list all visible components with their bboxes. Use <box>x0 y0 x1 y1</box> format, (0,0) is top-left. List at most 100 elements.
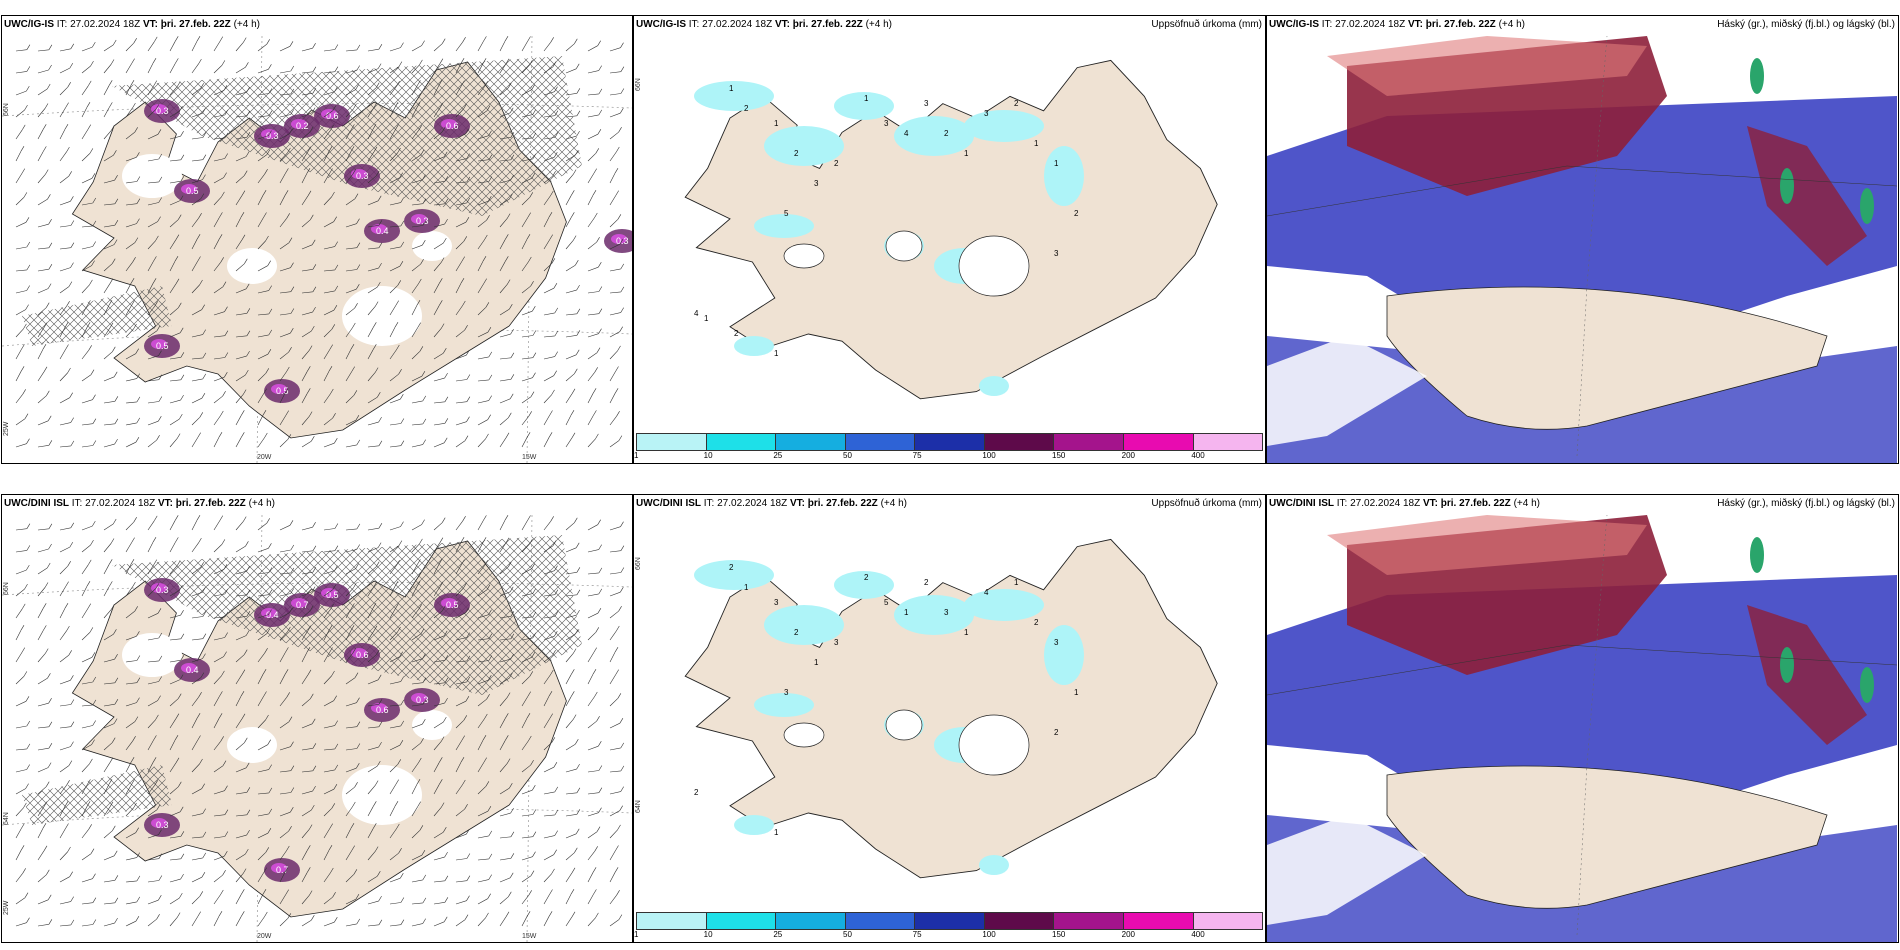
wind-barb-flag <box>47 673 51 679</box>
wind-barb <box>477 762 484 773</box>
wind-barb <box>455 660 467 663</box>
wind-barb <box>169 836 181 839</box>
wind-barb <box>103 634 114 641</box>
wind-barb-flag <box>615 669 619 675</box>
wind-barb <box>81 225 93 228</box>
wind-barb-flag <box>114 897 119 903</box>
wind-barb <box>609 243 621 250</box>
wind-barb <box>521 197 531 206</box>
precip-colorbar: 1 10 25 50 75 100 150 200 400 <box>634 433 1263 461</box>
wind-barb <box>389 177 400 184</box>
wind-barb <box>411 244 423 250</box>
glacier-outline <box>958 235 1030 297</box>
wind-barb <box>257 334 269 338</box>
wind-barb <box>301 393 308 404</box>
glacier-area <box>342 765 422 825</box>
wind-barb-flag <box>158 350 162 356</box>
wind-barb-flag <box>418 604 422 610</box>
wind-barb <box>323 550 335 553</box>
wind-barb <box>125 85 132 96</box>
wind-barb <box>455 354 467 360</box>
wind-barb <box>301 526 313 531</box>
wind-barb-flag <box>598 567 603 574</box>
wind-barb-flag <box>532 109 536 115</box>
wind-barb <box>389 545 400 553</box>
wind-barb-flag <box>597 608 602 614</box>
wind-barb-flag <box>197 256 201 262</box>
wind-barb <box>433 721 444 729</box>
wind-barb-flag <box>290 765 295 771</box>
wind-barb-flag <box>307 190 312 196</box>
wind-barb <box>521 895 529 905</box>
wind-barb <box>411 682 423 685</box>
wind-barb-flag <box>527 515 531 521</box>
wind-barb <box>565 916 573 927</box>
wind-barb <box>565 743 576 751</box>
wind-barb <box>191 763 200 773</box>
wind-barb-flag <box>109 278 114 284</box>
wind-barb-flag <box>355 84 359 90</box>
wind-barb-flag <box>355 563 359 569</box>
wind-barb <box>301 829 310 839</box>
wind-barb-flag <box>198 692 202 698</box>
wind-barb-flag <box>224 611 229 618</box>
wind-barb <box>455 919 466 927</box>
wind-barb <box>543 791 555 795</box>
wind-barb-flag <box>554 330 559 337</box>
wind-barb-flag <box>394 801 399 807</box>
precip-value: 2 <box>734 329 739 338</box>
wind-barb <box>543 137 555 140</box>
wind-barb <box>345 223 357 228</box>
wind-barb <box>455 401 467 404</box>
wind-barb-flag <box>510 633 515 639</box>
wind-barb-flag <box>92 520 96 527</box>
wind-barb <box>301 195 309 206</box>
wind-barb-flag <box>69 392 73 398</box>
colorbar-label: 150 <box>1052 930 1066 939</box>
rate-label: 0.3 <box>266 131 279 141</box>
wind-barb <box>103 85 110 96</box>
wind-barb <box>455 900 467 905</box>
wind-barb <box>477 331 489 338</box>
wind-barb-flag <box>373 625 378 631</box>
wind-barb-flag <box>132 102 136 109</box>
wind-barb-flag <box>466 676 471 683</box>
wind-barb <box>213 437 220 448</box>
wind-barb <box>389 423 401 426</box>
wind-barb <box>213 544 223 553</box>
wind-barb-flag <box>571 432 576 438</box>
wind-barb-flag <box>334 720 338 726</box>
wind-barb-flag <box>575 542 580 548</box>
wind-barb <box>301 440 312 448</box>
wind-barb-flag <box>550 190 554 197</box>
wind-barb-flag <box>175 58 179 64</box>
wind-barb-flag <box>594 846 598 852</box>
rate-blob-core <box>151 104 167 114</box>
wind-barb <box>433 660 445 663</box>
wind-barb-flag <box>598 262 602 268</box>
wind-barb <box>565 719 574 729</box>
wind-barb <box>301 571 313 575</box>
wind-barb-flag <box>287 626 291 633</box>
wind-barb <box>411 704 423 707</box>
wind-barb <box>609 219 619 228</box>
wind-barb <box>81 853 92 861</box>
iceland-land <box>1386 286 1828 430</box>
wind-barb-flag <box>284 388 289 394</box>
wind-barb <box>323 309 335 316</box>
wind-barb-flag <box>418 125 422 131</box>
rate-blob-core <box>441 119 457 129</box>
wind-barb-flag <box>158 829 162 835</box>
precip-value: 1 <box>1014 578 1019 587</box>
wind-barb-flag <box>397 280 402 286</box>
wind-barb <box>81 327 88 338</box>
precip-value: 3 <box>774 598 779 607</box>
wind-barb-flag <box>64 801 69 807</box>
wind-barb-flag <box>264 169 268 175</box>
wind-barb-flag <box>70 242 75 248</box>
wind-barb-flag <box>152 278 157 284</box>
wind-barb <box>147 63 154 74</box>
wind-barb-flag <box>400 241 405 248</box>
wind-barb-flag <box>553 283 558 289</box>
wind-barb <box>587 632 597 641</box>
